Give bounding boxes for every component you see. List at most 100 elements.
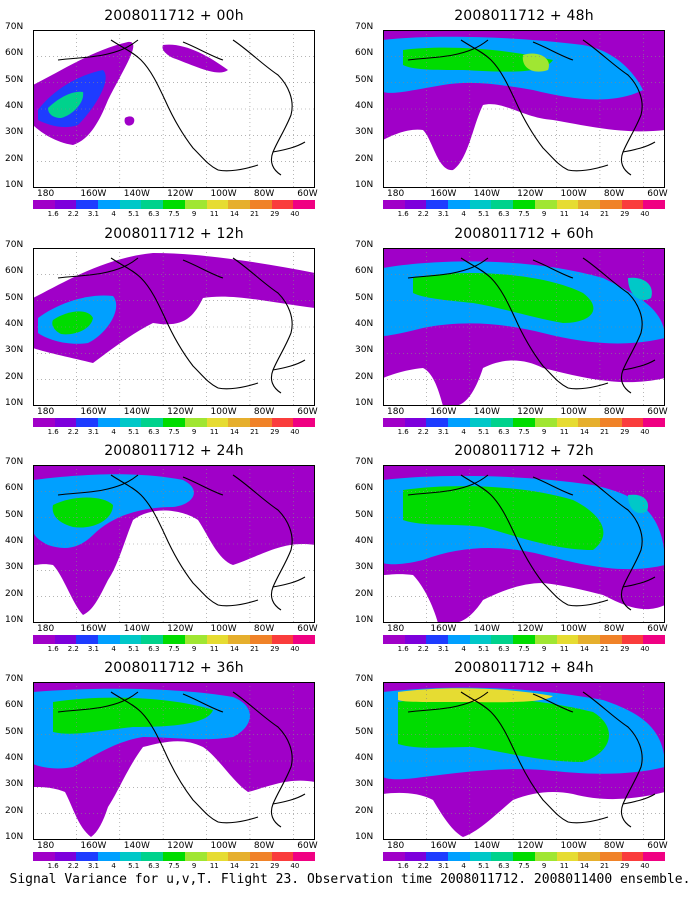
lon-tick-label: 100W (210, 624, 237, 634)
colorbar-level-label: 5.1 (478, 862, 490, 870)
colorbar-swatch (491, 852, 514, 861)
colorbar-swatch (383, 852, 405, 861)
lat-tick-label: 60N (355, 48, 374, 59)
colorbar-swatch (76, 635, 99, 644)
colorbar (33, 852, 315, 861)
lat-tick-label: 50N (5, 726, 24, 737)
colorbar-level-label: 7.5 (168, 428, 180, 436)
coastline (57, 39, 139, 61)
lat-tick-label: 10N (355, 180, 374, 190)
lat-tick-label: 70N (5, 240, 24, 250)
colorbar-level-label: 14 (579, 862, 589, 870)
variance-contour (124, 116, 135, 126)
lat-tick-label: 10N (5, 615, 24, 625)
lat-tick-label: 20N (5, 153, 24, 164)
lat-tick-label: 10N (5, 398, 24, 408)
colorbar-level-label: 11 (559, 210, 569, 218)
variance-contour (162, 44, 228, 73)
colorbar-swatch (33, 635, 55, 644)
coastline (272, 359, 306, 371)
lat-tick-label: 50N (5, 74, 24, 85)
colorbar-swatch (293, 635, 315, 644)
colorbar-swatch (621, 418, 644, 427)
lon-tick-label: 120W (517, 189, 544, 199)
colorbar-level-label: 1.6 (397, 210, 409, 218)
colorbar-level-label: 9 (191, 645, 197, 653)
lon-tick-label: 160W (430, 624, 457, 634)
coastline (567, 816, 609, 824)
colorbar-level-label: 11 (559, 428, 569, 436)
lat-tick-label: 60N (355, 700, 374, 711)
lat-tick-label: 30N (5, 562, 24, 573)
colorbar-swatch (556, 418, 579, 427)
colorbar-swatch (119, 852, 142, 861)
panel-title: 2008011712 + 48h (454, 8, 594, 24)
colorbar-swatch (33, 418, 55, 427)
lat-tick-label: 30N (355, 127, 374, 138)
lat-tick-label: 10N (355, 615, 374, 625)
lat-tick-label: 70N (5, 457, 24, 467)
colorbar-level-label: 9 (191, 428, 197, 436)
lat-tick-label: 20N (5, 805, 24, 816)
colorbar-level-label: 21 (250, 210, 260, 218)
coastline (182, 41, 224, 61)
map-panel: 2008011712 + 48h 70N 60N 50N 40N 30N 20N 10N 180… (350, 8, 670, 223)
colorbar-swatch (141, 418, 164, 427)
lat-tick-label: 20N (355, 588, 374, 599)
colorbar-swatch (426, 200, 449, 209)
colorbar-level-label: 2.2 (417, 210, 429, 218)
colorbar-swatch (76, 418, 99, 427)
colorbar-level-label: 11 (559, 862, 569, 870)
colorbar-level-label: 1.6 (397, 428, 409, 436)
colorbar-level-label: 7.5 (518, 428, 530, 436)
colorbar-swatch (621, 200, 644, 209)
colorbar-level-label: 3.1 (437, 862, 449, 870)
colorbar-swatch (249, 200, 272, 209)
coastline (582, 257, 643, 394)
map-plot (33, 30, 315, 188)
colorbar-swatch (184, 200, 207, 209)
lat-tick-label: 40N (5, 319, 24, 329)
lat-tick-label: 70N (355, 22, 374, 32)
lon-tick-label: 180 (37, 407, 55, 417)
colorbar-level-label: 7.5 (518, 862, 530, 870)
colorbar-level-label: 7.5 (518, 210, 530, 218)
panel-title: 2008011712 + 72h (454, 443, 594, 459)
colorbar-level-label: 6.3 (148, 428, 160, 436)
colorbar-level-label: 29 (270, 210, 280, 218)
panel-title: 2008011712 + 84h (454, 660, 594, 676)
colorbar-level-label: 2.2 (417, 645, 429, 653)
lon-tick-label: 180 (387, 189, 405, 199)
lon-tick-label: 60W (647, 189, 668, 199)
coastline (582, 39, 643, 176)
lon-tick-label: 120W (167, 407, 194, 417)
map-plot (383, 30, 665, 188)
lat-tick-label: 50N (355, 292, 374, 303)
colorbar-level-label: 40 (640, 645, 650, 653)
lat-tick-label: 60N (5, 266, 24, 277)
map-panel: 2008011712 + 12h 70N 60N 50N 40N 30N 20N 10N 180… (0, 226, 320, 441)
variance-contour (48, 91, 84, 118)
lat-tick-label: 60N (5, 700, 24, 711)
colorbar-swatch (643, 200, 665, 209)
colorbar-level-label: 7.5 (518, 645, 530, 653)
lat-tick-label: 50N (355, 509, 374, 520)
lon-tick-label: 80W (253, 189, 275, 199)
colorbar-swatch (621, 635, 644, 644)
colorbar-swatch (228, 418, 250, 427)
lon-tick-label: 120W (517, 624, 544, 634)
lon-tick-label: 100W (560, 189, 587, 199)
lon-tick-label: 160W (430, 841, 457, 851)
lat-tick-label: 30N (355, 345, 374, 356)
lon-tick-label: 160W (80, 841, 107, 851)
lat-tick-label: 40N (355, 753, 374, 763)
colorbar-swatch (643, 635, 665, 644)
lat-tick-label: 20N (5, 371, 24, 382)
lat-tick-label: 30N (355, 779, 374, 790)
colorbar-level-label: 1.6 (47, 210, 59, 218)
coastline (217, 599, 259, 607)
colorbar-level-label: 2.2 (67, 862, 79, 870)
colorbar-level-label: 3.1 (87, 862, 99, 870)
colorbar-level-label: 29 (270, 428, 280, 436)
colorbar-level-label: 21 (600, 645, 610, 653)
